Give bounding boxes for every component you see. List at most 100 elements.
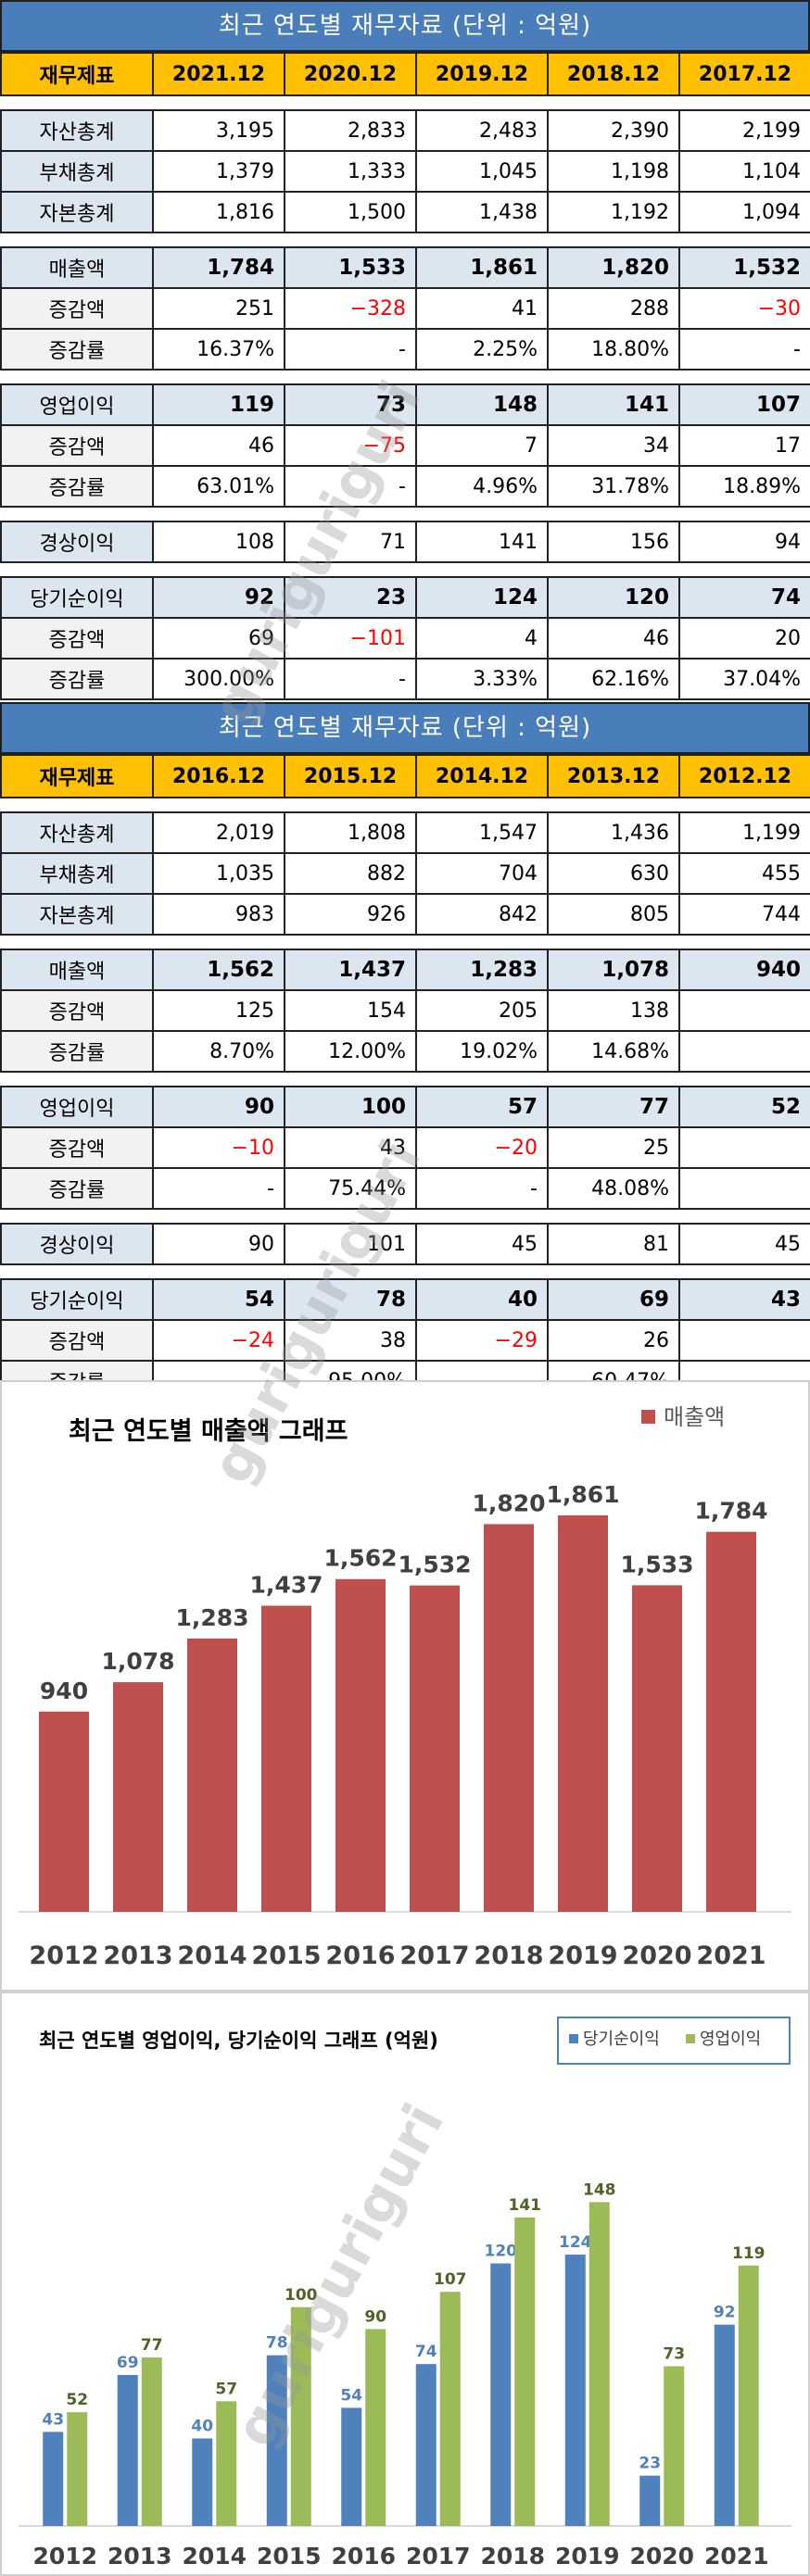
financial-table-earlier: 최근 연도별 재무자료 (단위 : 억원) 재무제표 2016.12 2015.12 2…: [0, 702, 810, 1402]
bar-value-label: 940: [40, 1678, 88, 1704]
bar-net-income-2015: [266, 2355, 287, 2526]
table-cell: 156: [547, 521, 680, 563]
table-cell: 300.00%: [152, 658, 285, 700]
table-row: 증감액 46 −75 7 34 17: [0, 424, 810, 467]
row-label: 자산총계: [0, 811, 154, 854]
table-cell: 45: [415, 1223, 549, 1265]
row-spacer: [1, 1263, 810, 1280]
bar-value-label: 1,533: [620, 1551, 693, 1577]
table-cell: 69: [547, 1278, 680, 1321]
table-cell: 73: [284, 383, 417, 426]
year-header: 2015.12: [284, 754, 417, 798]
x-tick-label: 2020: [622, 1941, 691, 1970]
table-cell: 4.96%: [415, 465, 549, 508]
row-spacer: [1, 1071, 810, 1087]
bar-value-label: 1,532: [398, 1552, 471, 1578]
row-spacer: [1, 94, 810, 111]
table-cell: 1,333: [284, 150, 417, 193]
bar-revenue-2021: [706, 1531, 756, 1912]
table-cell: −29: [415, 1319, 549, 1362]
bar-value-label: 1,437: [249, 1571, 323, 1598]
table-cell: 52: [678, 1086, 810, 1128]
financial-table-recent: 최근 연도별 재무자료 (단위 : 억원) 재무제표 2021.12 2020.12 2…: [0, 0, 810, 700]
table-row: 자본총계 1,816 1,500 1,438 1,192 1,094: [0, 191, 810, 233]
table-cell: 926: [284, 893, 417, 936]
table-cell: 2,390: [547, 109, 680, 152]
bar-revenue-2017: [410, 1585, 460, 1912]
table-cell: 81: [547, 1223, 680, 1265]
table-row: 경상이익 90 101 45 81 45: [0, 1223, 810, 1265]
profit-chart-svg: 최근 연도별 영업이익, 당기순이익 그래프 (억원) 당기순이익 영업이익 4352…: [19, 2017, 791, 2570]
year-header: 2012.12: [678, 754, 810, 798]
table-cell: 23: [284, 576, 417, 619]
row-label: 당기순이익: [0, 1278, 154, 1321]
table-cell: 69: [152, 617, 285, 660]
x-tick-label: 2017: [406, 2543, 471, 2570]
row-label: 당기순이익: [0, 576, 154, 619]
bar-operating-income-2019: [589, 2202, 610, 2526]
table-cell: 74: [678, 576, 810, 619]
table-row: 경상이익 108 71 141 156 94: [0, 521, 810, 563]
table-cell: 1,820: [547, 246, 680, 289]
table-cell: −20: [415, 1126, 549, 1169]
table-row: 증감액 251 −328 41 288 −30: [0, 287, 810, 330]
table-row: 부채총계 1,379 1,333 1,045 1,198 1,104: [0, 150, 810, 193]
table-cell: −328: [284, 287, 417, 330]
chart-title: 최근 연도별 매출액 그래프: [69, 1417, 348, 1446]
table-cell: 107: [678, 383, 810, 426]
x-tick-label: 2015: [251, 1941, 321, 1970]
bar-value-label: 100: [285, 2286, 318, 2305]
table-cell: 1,199: [678, 811, 810, 854]
row-label: 증감률: [0, 1167, 154, 1210]
bar-net-income-2012: [43, 2431, 64, 2526]
bar-revenue-2019: [558, 1514, 608, 1912]
row-spacer: [1, 506, 810, 522]
year-header: 2019.12: [415, 52, 549, 96]
bar-value-label: 148: [583, 2180, 616, 2199]
table-cell: 25: [547, 1126, 680, 1169]
x-tick-label: 2018: [480, 2543, 545, 2570]
bar-value-label: 23: [639, 2455, 661, 2473]
bar-value-label: 141: [509, 2196, 542, 2215]
table-row: 증감률 8.70% 12.00% 19.02% 14.68%: [0, 1030, 810, 1073]
row-spacer: [1, 934, 810, 950]
table-cell: 704: [415, 852, 549, 895]
bar-operating-income-2018: [514, 2217, 536, 2526]
row-label: 증감률: [0, 1030, 154, 1073]
bar-value-label: 1,562: [323, 1545, 397, 1572]
row-label: 영업이익: [0, 383, 154, 426]
table-cell: 148: [415, 383, 549, 426]
row-spacer: [1, 1208, 810, 1225]
bar-value-label: 43: [42, 2410, 64, 2429]
bar-value-label: 119: [732, 2244, 766, 2263]
table-cell: 18.80%: [547, 328, 680, 371]
table-cell: -: [415, 1167, 549, 1210]
table-cell: 1,808: [284, 811, 417, 854]
table-cell: 1,283: [415, 949, 549, 991]
legend-swatch: [686, 2034, 695, 2043]
table-header-row: 재무제표 2016.12 2015.12 2014.12 2013.12 2012.12: [0, 754, 810, 798]
table-cell: 40: [415, 1278, 549, 1321]
table-cell: 100: [284, 1086, 417, 1128]
table-cell: −101: [284, 617, 417, 660]
table-cell: 983: [152, 893, 285, 936]
table-cell: 1,104: [678, 150, 810, 193]
table-cell: 251: [152, 287, 285, 330]
table-cell: 1,547: [415, 811, 549, 854]
table-row: 증감률 300.00% -3.33% 62.16% 37.04%: [0, 658, 810, 700]
bar-value-label: 77: [141, 2336, 163, 2355]
bar-operating-income-2020: [664, 2366, 685, 2526]
table-row: 증감액 125 154 205 138: [0, 989, 810, 1032]
table-cell: 41: [415, 287, 549, 330]
table-cell: 54: [152, 1278, 285, 1321]
table-cell: 37.04%: [678, 658, 810, 700]
table-cell: 34: [547, 424, 680, 467]
row-label: 증감액: [0, 617, 154, 660]
bar-net-income-2014: [192, 2438, 213, 2526]
bar-revenue-2013: [113, 1682, 163, 1912]
bar-value-label: 40: [191, 2418, 213, 2436]
table-cell: 2,483: [415, 109, 549, 152]
row-label: 경상이익: [0, 1223, 154, 1265]
table-cell: 119: [152, 383, 285, 426]
row-spacer: [1, 232, 810, 248]
